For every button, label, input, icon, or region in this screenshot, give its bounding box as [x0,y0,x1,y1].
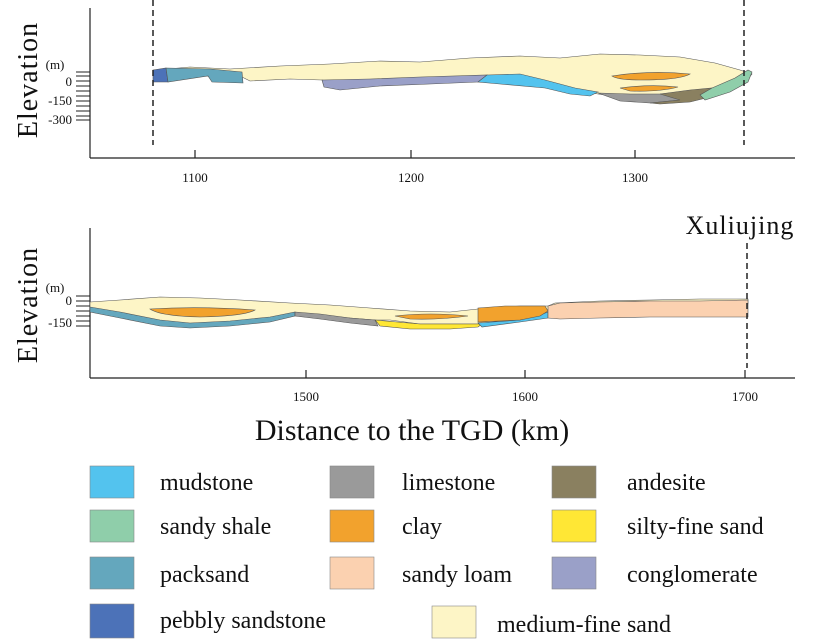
lower-ytick-label: -150 [48,315,72,330]
upper-x-ticks [194,150,636,158]
legend-item: sandy loam [329,556,512,590]
legend-item: mudstone [89,465,253,499]
legend-swatch [89,465,135,499]
lower-y-axis-label: Elevation [13,247,44,363]
legend-label: mudstone [160,470,253,496]
mudstone-layer [477,73,599,97]
upper-y-ticks [76,71,90,121]
clay-lens [394,313,469,320]
legend-label: sandy loam [402,562,512,588]
lower-ytick-label: 0 [66,293,73,308]
legend-item: conglomerate [551,556,758,590]
legend-item: clay [329,509,442,543]
legend-item: pebbly sandstone [89,603,326,639]
limestone-layer [294,311,379,327]
conglomerate-layer [321,74,488,91]
legend-swatch [551,465,597,499]
legend-swatch [89,556,135,590]
packsand-layer [165,67,244,84]
upper-strata [152,53,753,105]
upper-xtick-label: 1200 [398,170,424,185]
legend-label: andesite [627,470,706,496]
legend-swatch [551,556,597,590]
legend-item: silty-fine sand [551,509,764,543]
sandy-shale-layer [699,69,753,101]
legend-item: limestone [329,465,495,499]
legend-swatch [329,509,375,543]
lower-x-ticks [305,370,746,378]
legend-label: medium-fine sand [497,612,671,638]
lower-strata [89,296,749,330]
legend-label: sandy shale [160,514,271,540]
pebbly-sandstone-layer [152,67,169,83]
clay-lens [149,307,256,318]
upper-xtick-label: 1100 [182,170,208,185]
upper-ytick-label: 0 [66,74,73,89]
legend-item: packsand [89,556,249,590]
lower-y-ticks [76,295,90,327]
legend-swatch [329,465,375,499]
upper-y-unit: (m) [46,57,65,72]
legend-label: packsand [160,562,249,588]
legend-swatch [89,509,135,543]
x-axis-label: Distance to the TGD (km) [255,414,569,447]
legend-label: clay [402,514,442,540]
lower-y-unit: (m) [46,280,65,295]
legend-label: limestone [402,470,495,496]
upper-panel: Elevation (m) 0 -150 -300 1100 1200 1300 [13,0,795,185]
andesite-layer [649,87,713,105]
upper-markers [152,0,745,145]
upper-ytick-label: -150 [48,93,72,108]
clay-lens [619,85,679,92]
legend-label: conglomerate [627,562,758,588]
lower-xtick-label: 1600 [512,389,538,404]
xuliujing-label: Xuliujing [686,211,795,240]
upper-xtick-label: 1300 [622,170,648,185]
legend-item: medium-fine sand [431,605,671,639]
legend-swatch [551,509,597,543]
legend-swatch [431,605,477,639]
lower-xtick-label: 1500 [293,389,319,404]
legend-item: sandy shale [89,509,271,543]
legend: mudstone limestone andesite sandy shale … [89,465,764,639]
sandy-loam-layer [547,299,749,320]
clay-lens [611,72,691,81]
upper-ytick-label: -300 [48,112,72,127]
legend-item: andesite [551,465,706,499]
legend-label: silty-fine sand [627,514,764,540]
legend-label: pebbly sandstone [160,608,326,634]
legend-swatch [89,603,135,639]
lower-panel: Elevation (m) 0 -150 1500 1600 1700 Xuli… [13,211,795,404]
upper-y-axis-label: Elevation [13,22,44,138]
lower-xtick-label: 1700 [732,389,758,404]
silty-fine-sand-layer [374,319,483,330]
clay-layer [477,305,549,323]
legend-swatch [329,556,375,590]
